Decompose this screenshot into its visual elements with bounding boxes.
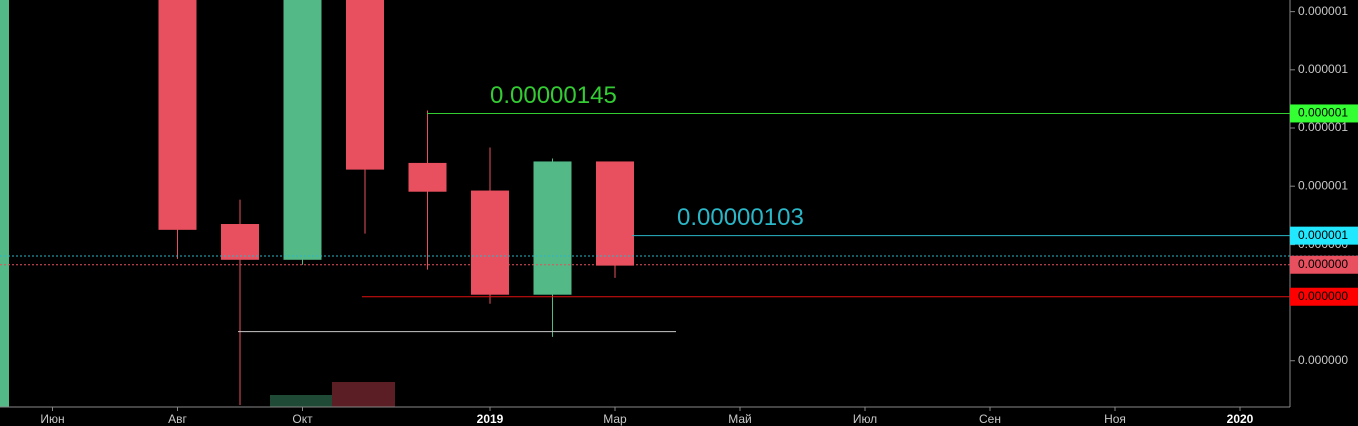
candle-body	[0, 0, 9, 407]
x-tick-label: 2019	[477, 412, 504, 426]
candle-body	[221, 224, 259, 260]
candle-body	[158, 0, 197, 230]
y-tick-label: 0.000001	[1298, 62, 1348, 76]
x-tick-label: Июл	[853, 412, 877, 426]
x-tick-label: Ноя	[1104, 412, 1126, 426]
y-tick-label: 0.000001	[1298, 120, 1348, 134]
y-tick-label: 0.000000	[1298, 353, 1348, 367]
volume-bar	[270, 395, 332, 407]
x-tick-label: 2020	[1227, 412, 1254, 426]
volume-bar	[332, 382, 395, 407]
level-label: 0.00000103	[677, 204, 804, 231]
price-badge	[1290, 255, 1358, 274]
x-tick-label: Авг	[168, 412, 187, 426]
price-badge-label: 0.000000	[1298, 257, 1348, 271]
candle-body	[596, 161, 634, 266]
price-badge	[1290, 226, 1358, 245]
candle-body	[471, 190, 509, 295]
x-tick-label: Мар	[603, 412, 627, 426]
level-label: 0.00000145	[490, 82, 617, 109]
candle-body	[283, 0, 322, 260]
candle-body	[533, 161, 572, 295]
candle-body	[408, 162, 447, 192]
price-badge	[1290, 287, 1358, 306]
x-tick-label: Окт	[292, 412, 313, 426]
y-tick-label: 0.000001	[1298, 4, 1348, 18]
price-badge-label: 0.000001	[1298, 106, 1348, 120]
candle-body	[346, 0, 384, 170]
price-badge	[1290, 104, 1358, 123]
x-tick-label: Май	[728, 412, 752, 426]
price-badge-label: 0.000000	[1298, 289, 1348, 303]
x-tick-label: Сен	[979, 412, 1001, 426]
price-badge-label: 0.000001	[1298, 228, 1348, 242]
x-tick-label: Июн	[40, 412, 64, 426]
plot-area	[0, 0, 634, 407]
y-tick-label: 0.000001	[1298, 178, 1348, 192]
